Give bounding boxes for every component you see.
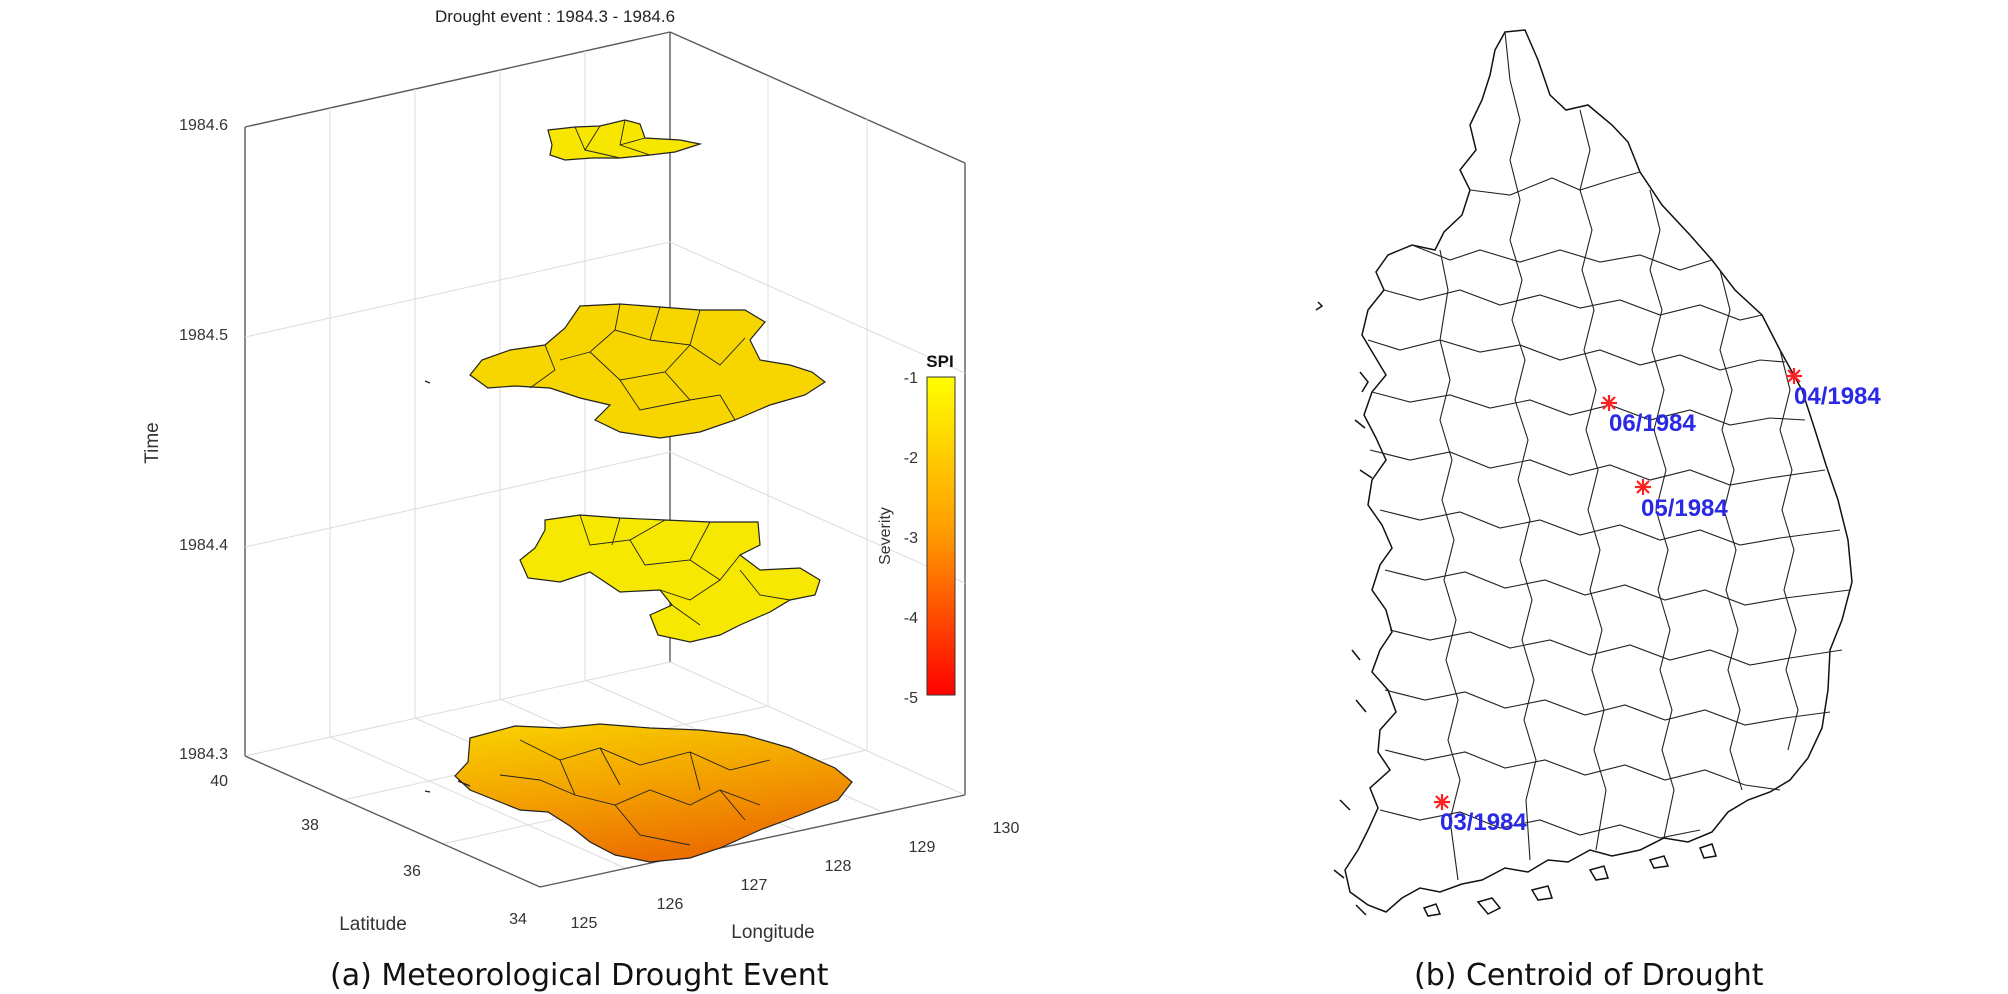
colorbar-tick-1: -1 — [904, 370, 918, 387]
drought-slice-1984-3 — [424, 723, 853, 863]
z-tick-1984-4: 1984.4 — [179, 537, 228, 554]
panel-a-3d-chart: Drought event : 1984.3 - 1984.6 — [142, 7, 1019, 943]
z-tick-1984-6: 1984.6 — [179, 117, 228, 134]
colorbar-label: Severity — [877, 507, 894, 565]
colorbar-tick-5: -5 — [904, 690, 918, 707]
x-tick-129: 129 — [909, 839, 936, 856]
x-tick-130: 130 — [993, 820, 1020, 837]
centroid-label-06-1984: 06/1984 — [1609, 410, 1696, 437]
floor-edges — [244, 755, 966, 888]
centroid-label-05-1984: 05/1984 — [1641, 495, 1728, 522]
korea-outline — [1315, 29, 1853, 917]
x-tick-127: 127 — [741, 877, 768, 894]
x-axis-label: Longitude — [731, 922, 814, 943]
y-tick-38: 38 — [301, 817, 319, 834]
y-tick-36: 36 — [403, 863, 421, 880]
y-tick-34: 34 — [509, 911, 527, 928]
y-tick-40: 40 — [210, 773, 228, 790]
panel-b-map: 03/1984 04/1984 05/1984 06/1984 — [1315, 29, 1881, 917]
centroid-label-04-1984: 04/1984 — [1794, 383, 1881, 410]
centroid-labels: 03/1984 04/1984 05/1984 06/1984 — [1440, 383, 1881, 836]
time-axis: 1984.6 1984.5 1984.4 1984.3 Time — [142, 117, 228, 763]
colorbar-tick-3: -3 — [904, 530, 918, 547]
centroid-label-03-1984: 03/1984 — [1440, 809, 1527, 836]
colorbar-gradient — [926, 376, 956, 696]
drought-slice-1984-6 — [547, 119, 703, 161]
y-axis-label: Latitude — [339, 914, 407, 935]
colorbar: SPI -1 -2 -3 -4 -5 Severity — [877, 352, 956, 707]
latitude-axis: 40 38 36 34 Latitude — [210, 773, 527, 935]
x-tick-128: 128 — [825, 858, 852, 875]
longitude-axis: 125 126 127 128 129 130 Longitude — [571, 820, 1020, 943]
drought-slice-1984-5 — [424, 303, 827, 439]
caption-panel-b: (b) Centroid of Drought — [1414, 958, 1764, 993]
drought-slice-1984-4 — [519, 514, 821, 643]
caption-panel-a: (a) Meteorological Drought Event — [330, 958, 829, 993]
x-tick-126: 126 — [657, 896, 684, 913]
colorbar-title: SPI — [926, 352, 953, 371]
x-tick-125: 125 — [571, 915, 598, 932]
z-tick-1984-3: 1984.3 — [179, 746, 228, 763]
centroid-marker-06-1984 — [1601, 395, 1617, 411]
centroid-marker-05-1984 — [1635, 479, 1651, 495]
province-boundaries — [1367, 31, 1851, 881]
centroid-marker-03-1984 — [1434, 794, 1450, 810]
z-tick-1984-5: 1984.5 — [179, 327, 228, 344]
colorbar-tick-2: -2 — [904, 450, 918, 467]
colorbar-tick-4: -4 — [904, 610, 918, 627]
centroid-marker-04-1984 — [1786, 368, 1802, 384]
z-axis-label: Time — [142, 422, 163, 464]
centroid-markers — [1434, 368, 1802, 810]
chart-title: Drought event : 1984.3 - 1984.6 — [435, 7, 675, 26]
